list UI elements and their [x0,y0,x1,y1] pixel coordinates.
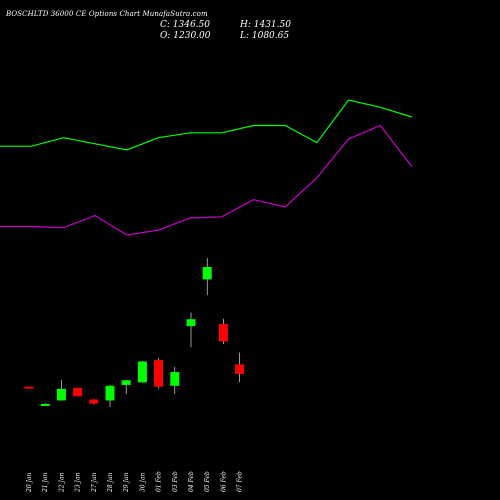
candle-body [202,267,212,280]
candle-body [121,380,131,385]
x-tick-label: 23 Jan [75,472,82,493]
x-tick-label: 07 Feb [237,471,244,492]
x-tick-label: 01 Feb [156,471,163,492]
candle-body [73,387,83,397]
x-tick-label: 21 Jan [42,472,49,493]
indicator-line-1 [0,99,413,151]
x-tick-label: 03 Feb [172,471,179,492]
x-tick-label: 27 Jan [91,472,98,493]
candle-body [218,323,228,342]
x-tick-label: 30 Jan [139,472,146,492]
x-tick-label: 06 Feb [220,471,227,492]
x-tick-label: 29 Jan [123,472,130,493]
x-tick-label: 28 Jan [107,472,114,493]
x-tick-label: 05 Feb [204,471,211,492]
candle-body [235,364,245,374]
chart-title: BOSCHLTD 36000 CE Options Chart MunafaSu… [6,10,208,18]
candle-body [89,399,99,404]
low-value: L: 1080.65 [240,31,290,41]
close-value: C: 1346.50 [160,20,210,30]
x-tick-label: 22 Jan [58,472,65,493]
candle-body [105,385,115,401]
x-tick-label: 20 Jan [26,472,33,493]
open-value: O: 1230.00 [160,31,211,41]
x-tick-label: 04 Feb [188,471,195,492]
candle-body [137,361,147,383]
candle-body [170,372,180,386]
candle-body [186,319,196,327]
indicator-line-2 [0,124,413,236]
candle-body [40,403,50,406]
candle-body [56,388,66,401]
candle-body [154,360,164,387]
candle-body [24,386,34,389]
high-value: H: 1431.50 [240,20,291,30]
